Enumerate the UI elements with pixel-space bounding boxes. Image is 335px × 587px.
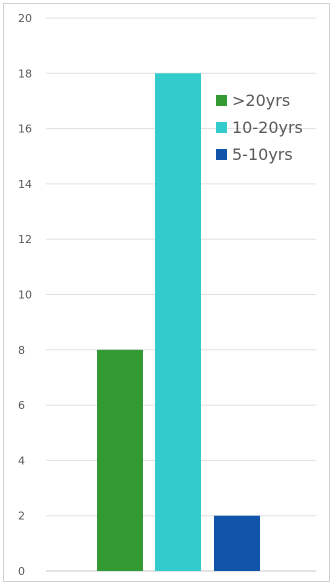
y-axis-ticks: 0 2 4 6 8 10 12 14 16 18 20	[18, 12, 32, 578]
y-tick-label: 10	[18, 289, 32, 302]
bar	[155, 73, 201, 572]
y-tick-label: 20	[18, 12, 32, 25]
legend: >20yrs 10-20yrs 5-10yrs	[216, 91, 303, 164]
legend-label: 10-20yrs	[232, 118, 303, 137]
y-tick-label: 2	[18, 510, 25, 523]
legend-label: 5-10yrs	[232, 145, 293, 164]
y-tick-label: 6	[18, 399, 25, 412]
legend-swatch	[216, 95, 227, 106]
legend-swatch	[216, 122, 227, 133]
bar	[97, 349, 143, 571]
legend-label: >20yrs	[232, 91, 290, 110]
y-tick-label: 18	[18, 67, 32, 80]
legend-swatch	[216, 149, 227, 160]
y-tick-label: 8	[18, 344, 25, 357]
y-tick-label: 16	[18, 123, 32, 136]
bar	[214, 515, 260, 571]
y-tick-label: 12	[18, 233, 32, 246]
y-tick-label: 14	[18, 178, 32, 191]
y-tick-label: 0	[18, 565, 25, 578]
y-tick-label: 4	[18, 454, 25, 467]
bars	[97, 73, 260, 572]
